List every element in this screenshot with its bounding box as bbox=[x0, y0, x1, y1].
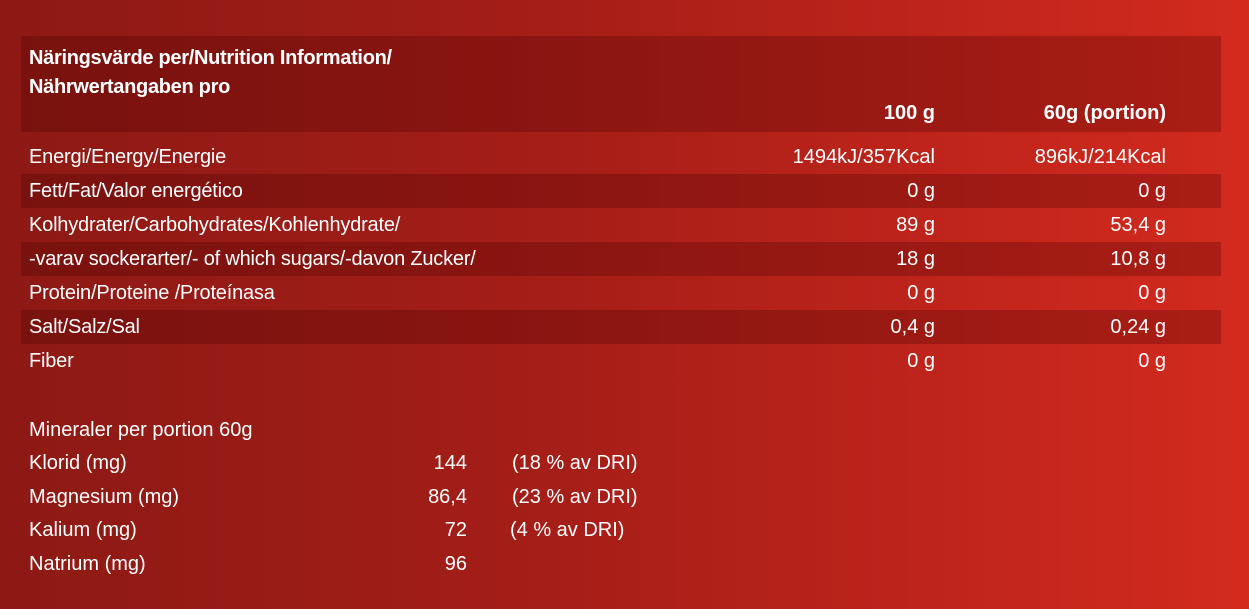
mineral-row: Natrium (mg) 96 bbox=[29, 548, 729, 582]
value-100g: 0 g bbox=[907, 282, 935, 304]
table-row: Protein/Proteine /Proteínasa 0 g 0 g bbox=[21, 276, 1221, 310]
value-100g: 89 g bbox=[896, 214, 935, 236]
table-row: Fiber 0 g 0 g bbox=[21, 344, 1221, 378]
value-portion: 896kJ/214Kcal bbox=[1034, 146, 1166, 168]
value-portion: 10,8 g bbox=[1110, 248, 1166, 270]
row-label: Energi/Energy/Energie bbox=[29, 146, 227, 168]
mineral-label: Natrium (mg) bbox=[29, 552, 146, 575]
mineral-value: 72 bbox=[444, 519, 467, 541]
minerals-heading: Mineraler per portion 60g bbox=[29, 419, 253, 441]
value-100g: 0,4 g bbox=[890, 316, 935, 338]
row-label: Fiber bbox=[29, 350, 74, 372]
table-row: Energi/Energy/Energie 1494kJ/357Kcal 896kJ… bbox=[21, 140, 1221, 174]
minerals-section: Mineraler per portion 60g Klorid (mg) 144… bbox=[29, 413, 729, 581]
mineral-dri: (18 % av DRI) bbox=[512, 452, 638, 474]
mineral-row: Magnesium (mg) 86,4 (23 % av DRI) bbox=[29, 481, 729, 515]
row-label: -varav sockerarter/- of which sugars/-da… bbox=[29, 248, 476, 270]
column-header-100g: 100 g bbox=[883, 102, 935, 124]
row-label: Salt/Salz/Sal bbox=[29, 316, 140, 338]
value-portion: 0,24 g bbox=[1110, 316, 1166, 338]
row-label: Kolhydrater/Carbohydrates/Kohlenhydrate/ bbox=[29, 214, 401, 236]
row-label: Protein/Proteine /Proteínasa bbox=[29, 282, 275, 304]
value-100g: 0 g bbox=[907, 180, 935, 202]
table-title: Näringsvärde per/Nutrition Information/ … bbox=[29, 44, 392, 102]
mineral-row: Klorid (mg) 144 (18 % av DRI) bbox=[29, 447, 729, 481]
value-portion: 0 g bbox=[1138, 282, 1166, 304]
value-100g: 1494kJ/357Kcal bbox=[792, 146, 935, 168]
mineral-label: Magnesium (mg) bbox=[29, 485, 180, 508]
value-100g: 0 g bbox=[907, 350, 935, 372]
table-body: Energi/Energy/Energie 1494kJ/357Kcal 896kJ… bbox=[21, 140, 1221, 378]
mineral-value: 86,4 bbox=[428, 485, 467, 508]
value-100g: 18 g bbox=[896, 248, 935, 270]
mineral-row: Kalium (mg) 72 (4 % av DRI) bbox=[29, 514, 729, 548]
title-line-1: Näringsvärde per/Nutrition Information/ bbox=[29, 47, 392, 69]
mineral-dri: (23 % av DRI) bbox=[512, 485, 638, 508]
table-row: -varav sockerarter/- of which sugars/-da… bbox=[21, 242, 1221, 276]
table-header: Näringsvärde per/Nutrition Information/ … bbox=[21, 36, 1221, 132]
value-portion: 53,4 g bbox=[1110, 214, 1166, 236]
table-row: Fett/Fat/Valor energético 0 g 0 g bbox=[21, 174, 1221, 208]
value-portion: 0 g bbox=[1138, 350, 1166, 372]
mineral-dri: (4 % av DRI) bbox=[510, 519, 625, 541]
nutrition-table: Näringsvärde per/Nutrition Information/ … bbox=[21, 36, 1221, 378]
value-portion: 0 g bbox=[1138, 180, 1166, 202]
row-label: Fett/Fat/Valor energético bbox=[29, 180, 243, 202]
column-header-portion: 60g (portion) bbox=[1043, 102, 1166, 124]
mineral-label: Kalium (mg) bbox=[29, 519, 137, 541]
mineral-label: Klorid (mg) bbox=[29, 452, 127, 474]
title-line-2: Nährwertangaben pro bbox=[29, 76, 230, 98]
mineral-value: 96 bbox=[444, 552, 467, 575]
table-row: Salt/Salz/Sal 0,4 g 0,24 g bbox=[21, 310, 1221, 344]
table-row: Kolhydrater/Carbohydrates/Kohlenhydrate/… bbox=[21, 208, 1221, 242]
mineral-value: 144 bbox=[433, 452, 467, 474]
